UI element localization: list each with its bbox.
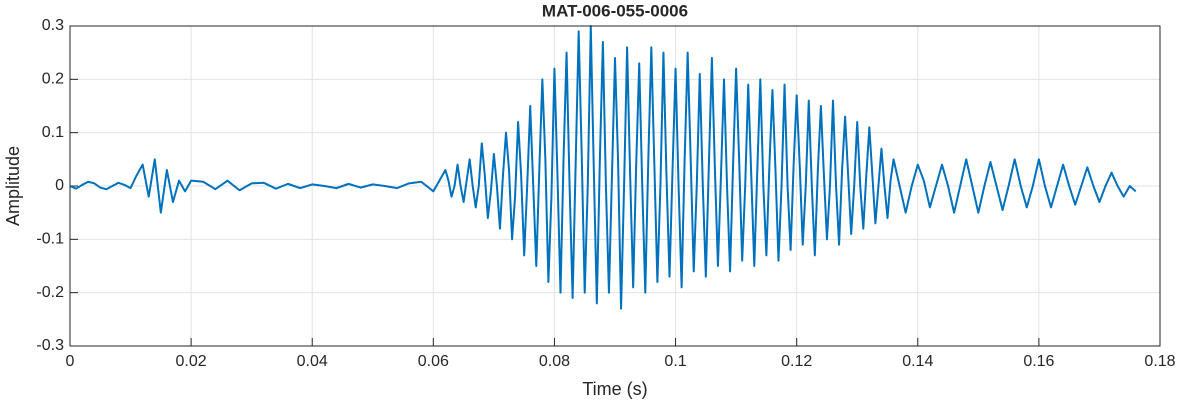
x-tick-label: 0: [66, 353, 75, 370]
x-axis-label: Time (s): [582, 379, 647, 399]
x-tick-label: 0.14: [902, 353, 933, 370]
y-tick-label: -0.2: [36, 284, 64, 301]
x-tick-label: 0.18: [1144, 353, 1175, 370]
y-tick-label: 0.2: [42, 71, 64, 88]
x-tick-label: 0.16: [1023, 353, 1054, 370]
axes-box: [69, 25, 1161, 347]
x-tick-label: 0.08: [539, 353, 570, 370]
y-tick-label: 0.1: [42, 124, 64, 141]
x-tick-label: 0.1: [664, 353, 686, 370]
x-tick-label: 0.04: [297, 353, 328, 370]
x-tick-label: 0.06: [418, 353, 449, 370]
y-tick-label: 0: [55, 177, 64, 194]
y-tick-label: 0.3: [42, 17, 64, 34]
y-axis-label: Amplitude: [3, 146, 23, 226]
x-tick-label: 0.02: [176, 353, 207, 370]
chart-title: MAT-006-055-0006: [542, 1, 688, 20]
y-tick-label: -0.3: [36, 337, 64, 354]
x-tick-label: 0.12: [781, 353, 812, 370]
waveform: [69, 25, 1137, 310]
y-tick-label: -0.1: [36, 231, 64, 248]
